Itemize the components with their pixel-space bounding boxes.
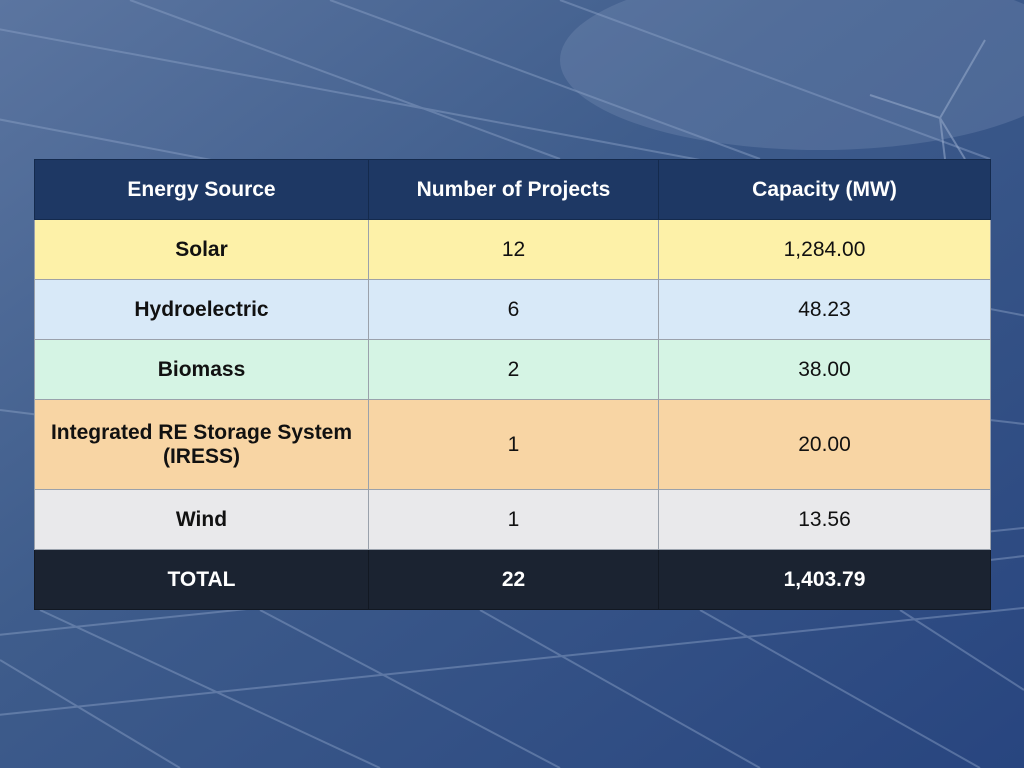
projects-cell: 12 (368, 219, 659, 280)
table-header-row: Energy Source Number of Projects Capacit… (34, 159, 991, 220)
table-row: Wind 1 13.56 (34, 489, 991, 550)
energy-source-cell: Hydroelectric (34, 279, 369, 340)
header-energy-source: Energy Source (34, 159, 369, 220)
projects-cell: 1 (368, 399, 659, 490)
table-row: Hydroelectric 6 48.23 (34, 279, 991, 340)
total-projects-cell: 22 (368, 549, 659, 610)
energy-source-cell: Biomass (34, 339, 369, 400)
header-number-of-projects: Number of Projects (368, 159, 659, 220)
projects-cell: 1 (368, 489, 659, 550)
energy-source-cell: Solar (34, 219, 369, 280)
energy-projects-table: Energy Source Number of Projects Capacit… (34, 159, 991, 610)
projects-cell: 6 (368, 279, 659, 340)
capacity-cell: 13.56 (658, 489, 991, 550)
table-row: Solar 12 1,284.00 (34, 219, 991, 280)
capacity-cell: 48.23 (658, 279, 991, 340)
energy-source-cell: Integrated RE Storage System (IRESS) (34, 399, 369, 490)
capacity-cell: 1,284.00 (658, 219, 991, 280)
total-capacity-cell: 1,403.79 (658, 549, 991, 610)
projects-cell: 2 (368, 339, 659, 400)
total-label-cell: TOTAL (34, 549, 369, 610)
table-row: Biomass 2 38.00 (34, 339, 991, 400)
total-row: TOTAL 22 1,403.79 (34, 549, 991, 610)
capacity-cell: 20.00 (658, 399, 991, 490)
table-row: Integrated RE Storage System (IRESS) 1 2… (34, 399, 991, 490)
header-capacity: Capacity (MW) (658, 159, 991, 220)
capacity-cell: 38.00 (658, 339, 991, 400)
energy-source-cell: Wind (34, 489, 369, 550)
